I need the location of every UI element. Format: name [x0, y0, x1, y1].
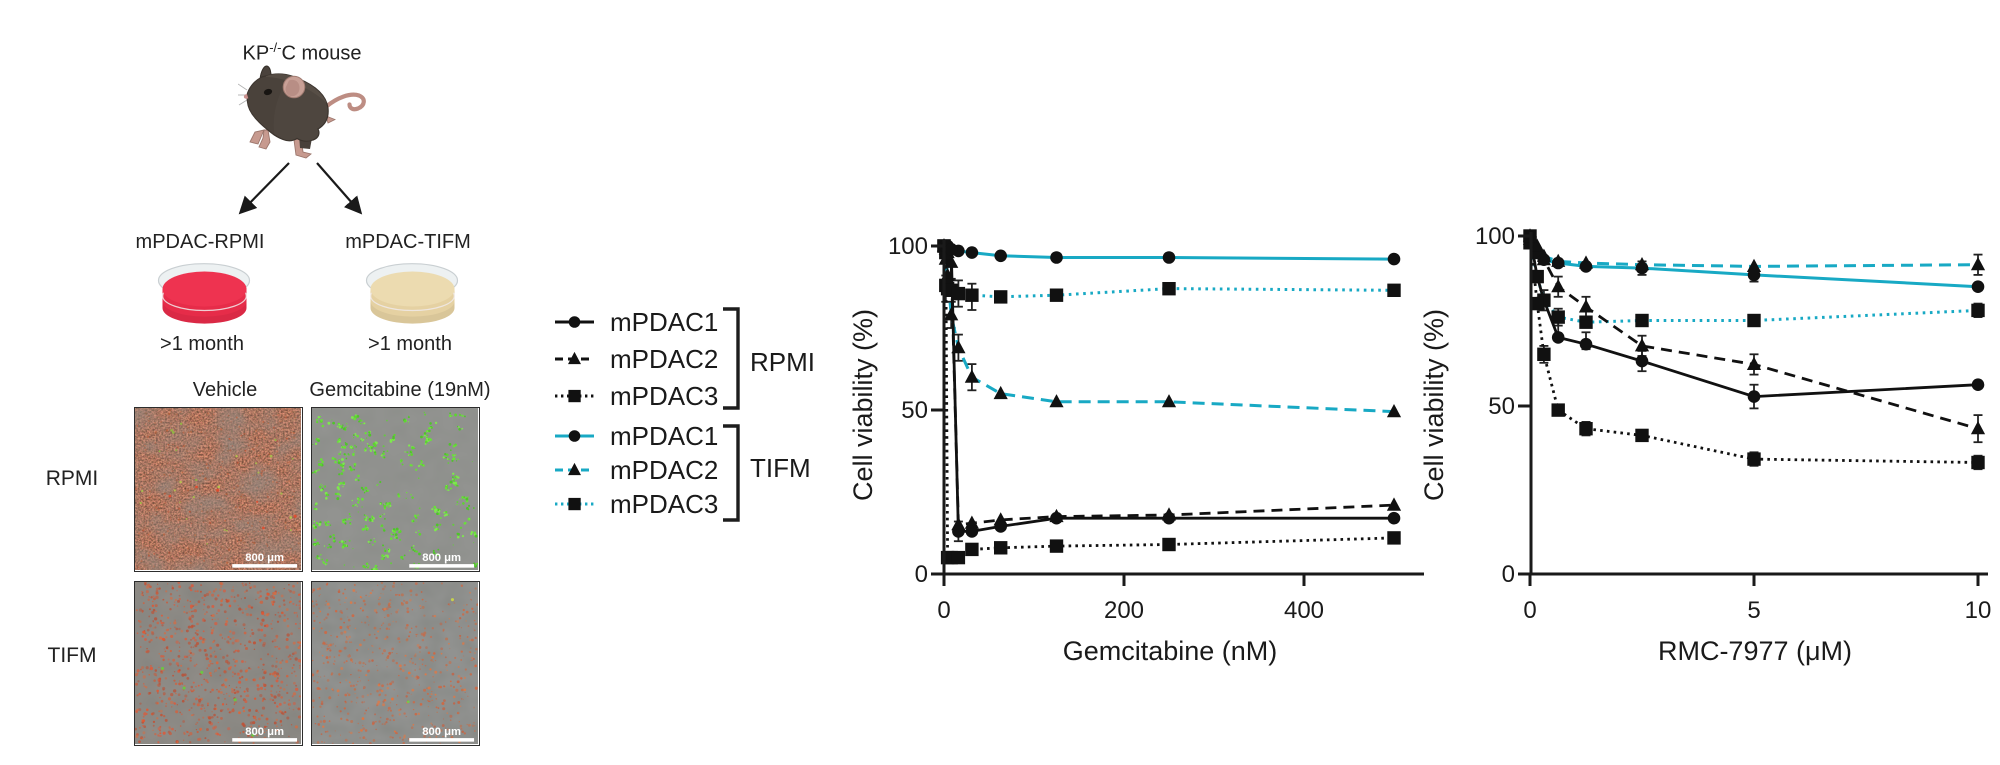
svg-text:800 μm: 800 μm	[422, 726, 461, 738]
svg-text:10: 10	[1965, 597, 1992, 624]
svg-text:RPMI: RPMI	[750, 347, 815, 377]
svg-text:mPDAC2: mPDAC2	[610, 344, 718, 374]
svg-text:800 μm: 800 μm	[245, 552, 284, 564]
svg-text:0: 0	[915, 561, 928, 588]
svg-text:0: 0	[937, 597, 950, 624]
svg-text:mPDAC1: mPDAC1	[610, 307, 718, 337]
svg-text:RMC-7977 (μM): RMC-7977 (μM)	[1658, 636, 1852, 666]
svg-text:Cell viability (%): Cell viability (%)	[848, 309, 878, 501]
svg-text:5: 5	[1747, 597, 1760, 624]
svg-text:100: 100	[888, 233, 928, 260]
svg-text:800 μm: 800 μm	[245, 726, 284, 738]
svg-text:0: 0	[1523, 597, 1536, 624]
svg-text:800 μm: 800 μm	[422, 552, 461, 564]
svg-text:mPDAC2: mPDAC2	[610, 455, 718, 485]
svg-text:200: 200	[1104, 597, 1144, 624]
svg-text:mPDAC3: mPDAC3	[610, 489, 718, 519]
svg-text:50: 50	[1488, 393, 1515, 420]
svg-text:mPDAC1: mPDAC1	[610, 421, 718, 451]
svg-text:mPDAC3: mPDAC3	[610, 381, 718, 411]
svg-text:Gemcitabine (nM): Gemcitabine (nM)	[1063, 636, 1278, 666]
svg-text:TIFM: TIFM	[750, 453, 811, 483]
svg-text:Cell viability (%): Cell viability (%)	[1419, 309, 1449, 501]
svg-text:400: 400	[1284, 597, 1324, 624]
svg-text:50: 50	[901, 397, 928, 424]
svg-text:100: 100	[1475, 223, 1515, 250]
svg-text:0: 0	[1502, 561, 1515, 588]
